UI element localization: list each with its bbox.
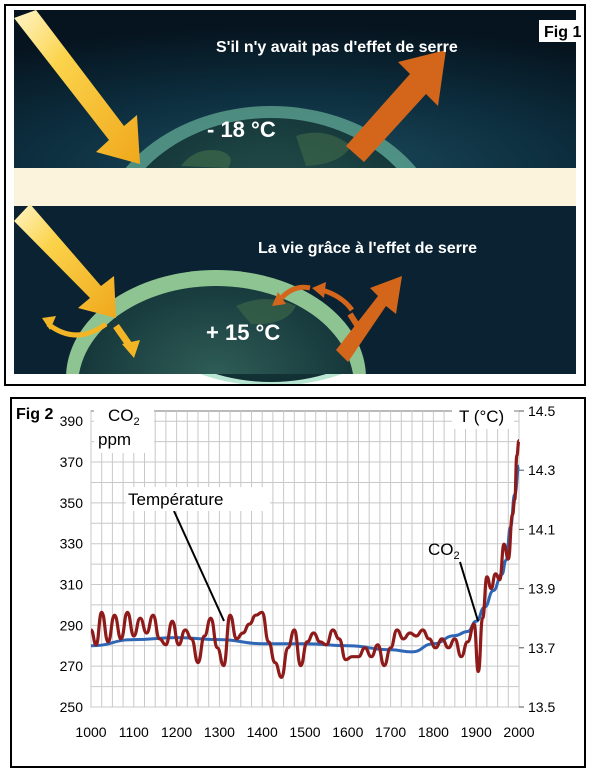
greenhouse-illustration: S'il n'y avait pas d'effet de serre - 18…: [14, 10, 583, 386]
co2-temperature-chart: 250 270 290 310 330 350 370 390 13.5 13.7 13.9 14.…: [16, 403, 555, 740]
infrared-escape-arrow: [336, 276, 402, 362]
sun-ray-arrow: [14, 10, 140, 164]
left-tick-label: 250: [60, 699, 84, 715]
x-tick-label: 2000: [503, 724, 534, 740]
x-tick-label: 1600: [332, 724, 363, 740]
fig1-label: Fig 1: [544, 24, 581, 41]
land-mass: [236, 299, 296, 325]
x-tick-label: 1200: [161, 724, 192, 740]
co2-annotation: CO2: [428, 540, 460, 562]
land-mass: [296, 132, 351, 166]
x-tick-label: 1400: [247, 724, 278, 740]
temperature-annotation: Température: [128, 490, 223, 509]
separator-band: [14, 168, 576, 206]
fig1-top-temperature: - 18 °C: [207, 117, 276, 142]
right-tick-label: 14.3: [528, 462, 555, 478]
fig2-chart: 250 270 290 310 330 350 370 390 13.5 13.7 13.9 14.…: [10, 397, 586, 768]
left-tick-label: 290: [60, 617, 84, 633]
fig1-top-caption: S'il n'y avait pas d'effet de serre: [216, 39, 458, 56]
right-tick-label: 13.5: [528, 699, 555, 715]
infrared-ground-arrow: [347, 312, 367, 338]
x-tick-label: 1100: [119, 724, 149, 740]
right-tick-label: 13.9: [528, 581, 555, 597]
right-unit-backdrop: [452, 403, 514, 429]
fig1-bottom-temperature: + 15 °C: [206, 320, 280, 345]
right-axis-unit: T (°C): [459, 407, 504, 426]
x-tick-label: 1800: [418, 724, 449, 740]
temperature-series-line: [90, 439, 521, 679]
left-tick-label: 350: [60, 495, 84, 511]
x-axis-ticks: 1000 1100 1200 1300 1400 1500 1600 1700 1800 1900…: [75, 724, 534, 740]
left-tick-label: 270: [60, 658, 84, 674]
infrared-return-head: [312, 282, 326, 298]
fig1-bottom-caption: La vie grâce à l'effet de serre: [258, 240, 477, 257]
infrared-escape-arrow: [346, 50, 446, 162]
x-tick-label: 1300: [204, 724, 235, 740]
infrared-return-head: [272, 292, 286, 306]
absorbed-ray-arrow: [113, 323, 133, 349]
right-tick-label: 14.1: [528, 521, 555, 537]
left-tick-label: 370: [60, 454, 84, 470]
reflected-ray-head: [42, 316, 56, 330]
left-axis-unit-ppm: ppm: [98, 430, 131, 449]
co2-annotation-line: [459, 561, 479, 622]
fig1-label-box: [539, 20, 583, 42]
x-tick-label: 1900: [461, 724, 492, 740]
infrared-return-arrow: [321, 287, 355, 312]
left-tick-label: 390: [60, 413, 84, 429]
x-tick-label: 1500: [289, 724, 320, 740]
chart-series: [90, 439, 521, 679]
left-tick-label: 330: [60, 536, 84, 552]
fig2-label: Fig 2: [16, 406, 53, 423]
absorbed-ray-head: [122, 340, 140, 358]
temperature-annotation-line: [173, 510, 225, 622]
right-tick-label: 13.7: [528, 640, 555, 656]
x-tick-label: 1700: [375, 724, 406, 740]
right-tick-label: 14.5: [528, 403, 555, 419]
x-tick-label: 1000: [75, 724, 106, 740]
fig1-illustration: S'il n'y avait pas d'effet de serre - 18…: [4, 4, 586, 386]
temperature-annotation-backdrop: [126, 487, 270, 511]
left-axis-ticks: 250 270 290 310 330 350 370 390: [60, 413, 84, 715]
right-axis-ticks: 13.5 13.7 13.9 14.1 14.3 14.5: [519, 403, 555, 715]
left-tick-label: 310: [60, 577, 84, 593]
chart-grid: [90, 410, 520, 708]
left-unit-backdrop: [94, 403, 154, 453]
left-axis-unit: CO2: [108, 406, 140, 428]
sun-ray-arrow: [14, 204, 116, 318]
land-mass: [181, 150, 231, 168]
reflected-ray-arrow: [46, 321, 108, 338]
